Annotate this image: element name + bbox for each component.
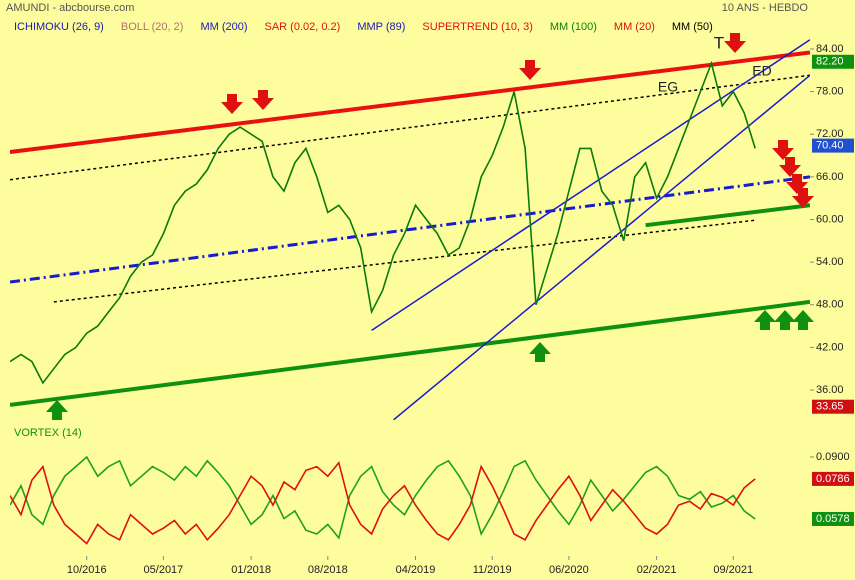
legend-entry: SUPERTREND (10, 3) [422, 21, 532, 33]
x-tick-label: 05/2017 [144, 564, 184, 576]
x-tick-label: 08/2018 [308, 564, 348, 576]
annotation: T [714, 33, 724, 52]
price-label-box [812, 54, 854, 69]
x-tick-label: 02/2021 [637, 564, 677, 576]
buy-arrow [774, 310, 796, 330]
price-label: 82.20 [816, 56, 844, 68]
trend-line [10, 175, 810, 284]
legend-entry: BOLL (20, 2) [121, 21, 184, 33]
price-label-box [812, 399, 854, 414]
price-label-box [812, 471, 854, 486]
y-tick-label: 72.00 [816, 128, 844, 140]
legend-entry: MM (50) [672, 21, 713, 33]
trend-line [53, 219, 756, 303]
legend-entry: MM (100) [550, 21, 597, 33]
price-label: 33.65 [816, 401, 844, 413]
trend-line [10, 299, 810, 407]
x-tick-label: 06/2020 [549, 564, 589, 576]
buy-arrow [529, 342, 551, 362]
price-label: 0.0786 [816, 473, 850, 485]
trend-line [10, 74, 810, 181]
y-tick-label: 66.00 [816, 171, 844, 183]
x-tick-label: 11/2019 [473, 564, 512, 576]
series-line [10, 460, 756, 545]
price-label-box [812, 138, 854, 153]
buy-arrow [754, 310, 776, 330]
price-panel [10, 39, 810, 420]
y-tick-label: 60.00 [816, 213, 844, 225]
y-tick-label: 78.00 [816, 86, 844, 98]
price-label: 70.40 [816, 140, 844, 152]
sell-arrow [724, 33, 746, 53]
legend: ICHIMOKU (26, 9) BOLL (20, 2) MM (200) SAR … [14, 21, 713, 33]
sell-arrow [221, 94, 243, 114]
x-tick-label: 04/2019 [396, 564, 436, 576]
axes: 36.00 42.00 48.00 54.00 60.00 66.00 72.00 78.00… [67, 43, 854, 576]
header-title: AMUNDI - abcbourse.com [6, 2, 134, 14]
y-tick-label: 54.00 [816, 256, 844, 268]
annotation: ED [752, 63, 771, 79]
vortex-title: VORTEX (14) [14, 427, 82, 439]
trend-line [10, 50, 810, 154]
y-tick-label: 42.00 [816, 341, 844, 353]
sell-arrow [252, 90, 274, 110]
buy-arrow [792, 310, 814, 330]
buy-arrow [46, 400, 68, 420]
x-tick-label: 09/2021 [713, 564, 753, 576]
trend-line [393, 74, 810, 420]
price-label-box [812, 511, 854, 526]
price-label: 0.0578 [816, 513, 850, 525]
series-line [10, 60, 756, 385]
legend-entry: SAR (0.02, 0.2) [265, 21, 341, 33]
annotation: EG [658, 79, 678, 95]
x-tick-label: 10/2016 [67, 564, 107, 576]
y-tick-label: 36.00 [816, 384, 844, 396]
series-line [10, 455, 756, 540]
y-tick-label: 0.0900 [816, 451, 850, 463]
legend-entry: MM (200) [200, 21, 247, 33]
trend-line [645, 203, 810, 228]
y-tick-label: 84.00 [816, 43, 844, 55]
x-tick-label: 01/2018 [231, 564, 271, 576]
legend-entry: ICHIMOKU (26, 9) [14, 21, 104, 33]
header-period: 10 ANS - HEBDO [722, 2, 809, 14]
legend-entry: MM (20) [614, 21, 655, 33]
trend-line [371, 39, 810, 331]
legend-entry: MMP (89) [357, 21, 405, 33]
vortex-panel [10, 455, 756, 545]
y-tick-label: 48.00 [816, 299, 844, 311]
sell-arrow [519, 60, 541, 80]
